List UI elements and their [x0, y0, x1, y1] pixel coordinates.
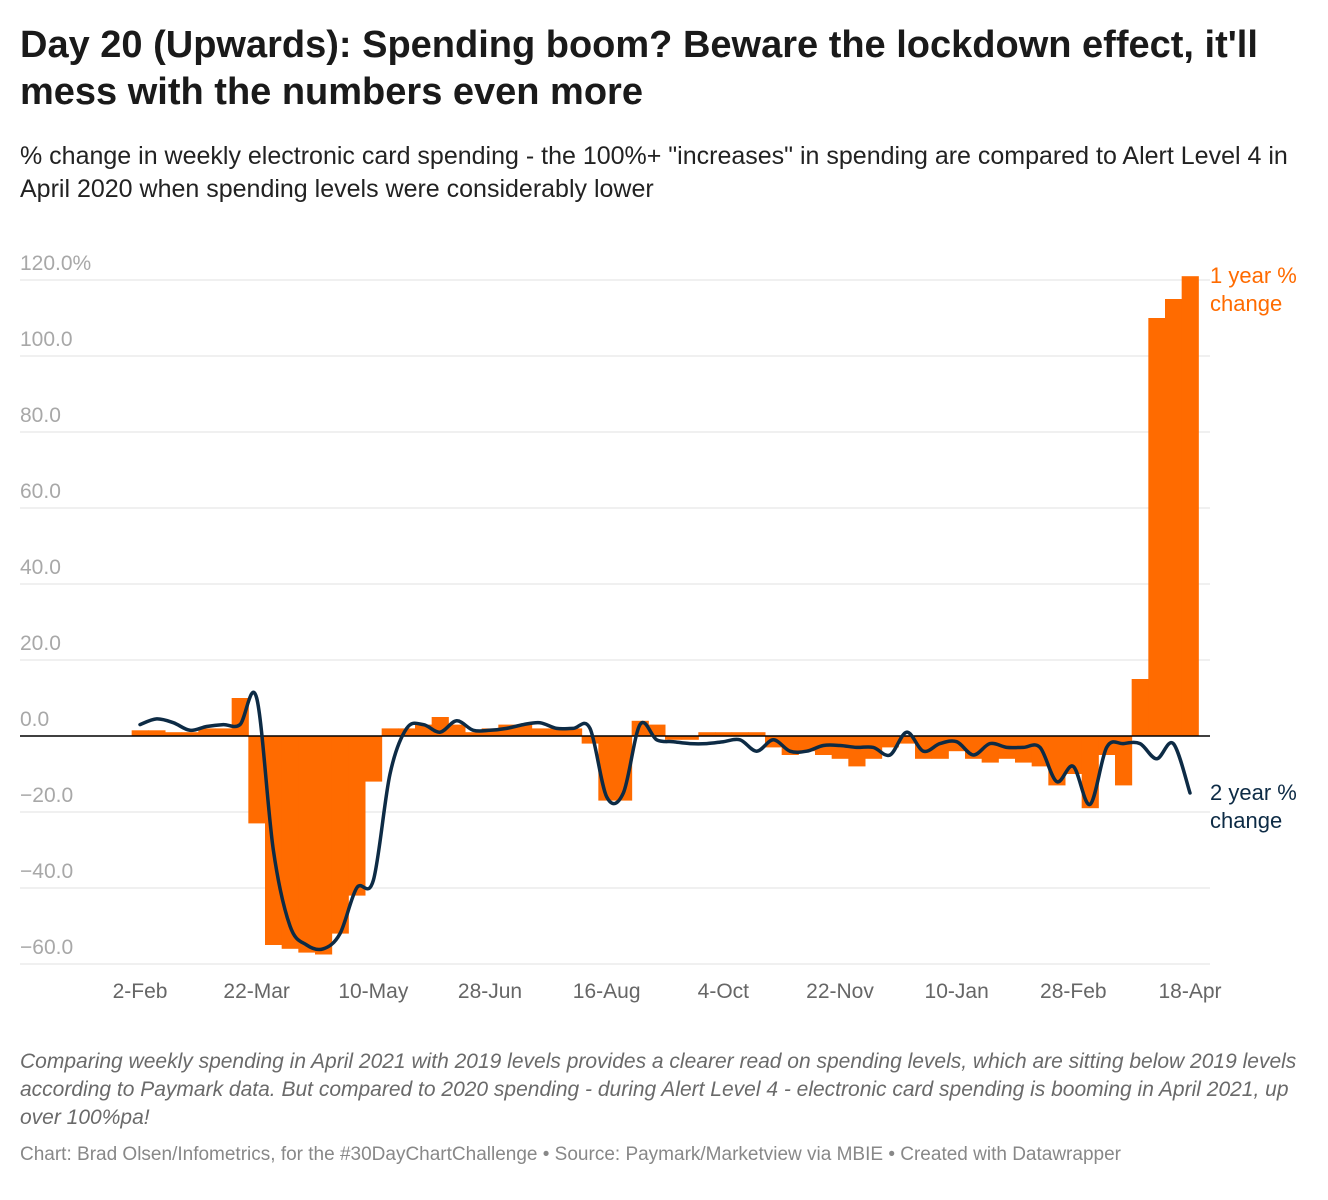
bar: [198, 728, 216, 736]
y-tick-label: 40.0: [20, 556, 61, 579]
bar: [1131, 679, 1149, 736]
y-tick-label: −40.0: [20, 860, 73, 883]
bar: [348, 736, 366, 896]
chart-subtitle: % change in weekly electronic card spend…: [20, 142, 1288, 203]
bar: [281, 736, 299, 949]
x-tick-label: 10-Jan: [925, 980, 989, 1003]
bar: [798, 736, 816, 752]
x-tick-label: 28-Jun: [458, 980, 522, 1003]
chart-notes: Comparing weekly spending in April 2021 …: [20, 1050, 1297, 1129]
x-tick-label: 28-Feb: [1040, 980, 1107, 1003]
bar: [165, 732, 183, 736]
x-tick-label: 16-Aug: [573, 980, 641, 1003]
bar: [731, 732, 749, 736]
bar: [531, 728, 549, 736]
bar: [381, 728, 399, 736]
y-tick-label: 80.0: [20, 404, 61, 427]
bar: [765, 736, 783, 748]
bar: [365, 736, 383, 782]
y-tick-label: 0.0: [20, 708, 49, 731]
series-label: 1 year % change: [1210, 263, 1297, 317]
bar: [1181, 276, 1199, 736]
bar: [1148, 318, 1166, 736]
bar: [1165, 299, 1183, 736]
x-tick-label: 4-Oct: [698, 980, 750, 1003]
x-tick-label: 22-Nov: [806, 980, 874, 1003]
bar: [481, 728, 499, 736]
bar: [898, 736, 916, 744]
bar: [181, 732, 199, 736]
bar: [1065, 736, 1083, 774]
bar: [148, 730, 166, 736]
line: [138, 690, 1192, 952]
chart-credits: Chart: Brad Olsen/Infometrics, for the #…: [20, 1144, 1121, 1165]
bar: [131, 730, 149, 736]
x-tick-label: 22-Mar: [223, 980, 290, 1003]
bar: [498, 724, 516, 736]
bar: [615, 736, 633, 801]
bar: [581, 736, 599, 744]
bar: [565, 728, 583, 736]
bar: [881, 736, 899, 748]
y-tick-label: −20.0: [20, 784, 73, 807]
bar: [398, 728, 416, 736]
bar: [298, 736, 316, 953]
y-tick-label: −60.0: [20, 936, 73, 959]
y-tick-label: 20.0: [20, 632, 61, 655]
bar: [515, 724, 533, 736]
x-tick-label: 2-Feb: [113, 980, 168, 1003]
x-tick-label: 18-Apr: [1158, 980, 1221, 1003]
bar: [215, 728, 233, 736]
bar: [448, 724, 466, 736]
bar: [548, 728, 566, 736]
y-tick-label: 60.0: [20, 480, 61, 503]
bar: [1115, 736, 1133, 786]
bar: [681, 736, 699, 740]
bar: [665, 736, 683, 740]
bar: [698, 732, 716, 736]
bar: [315, 736, 333, 955]
chart-title: Day 20 (Upwards): Spending boom? Beware …: [20, 24, 1258, 113]
bar: [848, 736, 866, 767]
bar: [248, 736, 266, 824]
bar: [648, 724, 666, 736]
y-tick-label: 120.0%: [20, 252, 91, 275]
bar: [748, 732, 766, 736]
bar: [915, 736, 933, 759]
bar: [465, 732, 483, 736]
bar: [831, 736, 849, 759]
x-tick-label: 10-May: [338, 980, 409, 1003]
bar: [415, 724, 433, 736]
bar: [331, 736, 349, 934]
bar: [1015, 736, 1033, 763]
bar: [715, 732, 733, 736]
y-tick-label: 100.0: [20, 328, 73, 351]
series-label: 2 year % change: [1210, 780, 1297, 833]
